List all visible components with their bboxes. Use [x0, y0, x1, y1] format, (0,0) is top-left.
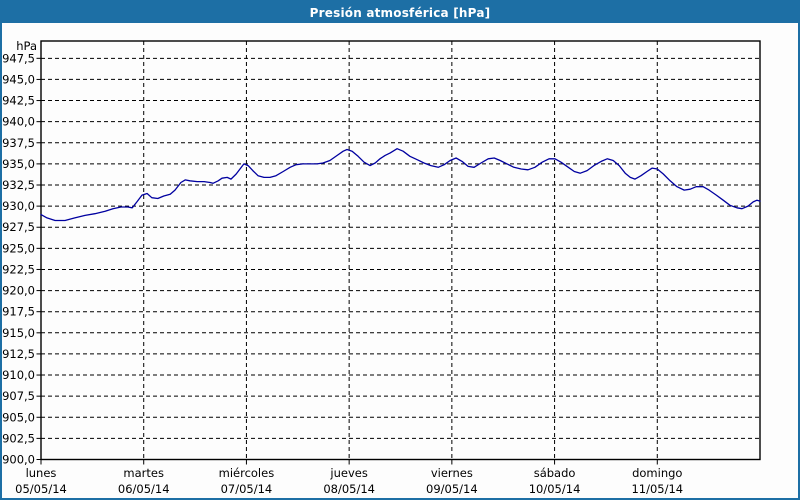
y-axis-tick-label: 920,0: [2, 284, 35, 298]
x-axis-day-label: sábado: [534, 466, 576, 480]
x-axis-date-label: 11/05/14: [631, 482, 683, 496]
y-axis-tick-label: 902,5: [2, 431, 35, 445]
x-axis-date-label: 07/05/14: [221, 482, 273, 496]
pressure-chart: 947,5 945,0 942,5 940,0 937,5 935,0 932,5 930,0…: [2, 39, 761, 496]
y-axis-tick-label: 925,0: [2, 241, 35, 255]
x-axis-day-label: jueves: [329, 466, 367, 480]
chart-area: 947,5 945,0 942,5 940,0 937,5 935,0 932,5 930,0…: [2, 23, 798, 498]
x-axis-day-label: lunes: [26, 466, 57, 480]
window-title-bar: Presión atmosférica [hPa]: [2, 2, 798, 23]
plot-frame: [40, 40, 761, 461]
x-axis-day-label: miércoles: [219, 466, 275, 480]
y-axis-tick-label: 912,5: [2, 347, 35, 361]
x-axis-date-label: 08/05/14: [323, 482, 375, 496]
y-axis-tick-label: 922,5: [2, 262, 35, 276]
x-axis-day-label: martes: [123, 466, 164, 480]
y-axis-unit-label: hPa: [16, 39, 37, 53]
x-axis-date-label: 10/05/14: [529, 482, 581, 496]
y-axis-tick-label: 915,0: [2, 326, 35, 340]
x-axis-day-label: viernes: [431, 466, 473, 480]
y-axis-tick-label: 905,0: [2, 410, 35, 424]
x-axis-date-label: 06/05/14: [118, 482, 170, 496]
x-axis-date-label: 09/05/14: [426, 482, 478, 496]
y-axis-tick-label: 937,5: [2, 136, 35, 150]
pressure-series-line: [40, 148, 761, 222]
y-axis-tick-label: 907,5: [2, 389, 35, 403]
y-axis-tick-label: 942,5: [2, 94, 35, 108]
y-axis-tick-label: 910,0: [2, 368, 35, 382]
x-axis-date-label: 05/05/14: [15, 482, 67, 496]
y-axis-tick-label: 900,0: [2, 453, 35, 467]
y-axis-tick-label: 917,5: [2, 305, 35, 319]
window-title: Presión atmosférica [hPa]: [309, 5, 491, 20]
y-axis-tick-label: 932,5: [2, 178, 35, 192]
x-axis-day-label: domingo: [632, 466, 682, 480]
y-axis-tick-label: 930,0: [2, 199, 35, 213]
y-axis-tick-label: 935,0: [2, 157, 35, 171]
y-axis-tick-label: 927,5: [2, 220, 35, 234]
y-axis-tick-label: 940,0: [2, 115, 35, 129]
y-axis-tick-label: 945,0: [2, 72, 35, 86]
y-axis-tick-label: 947,5: [2, 51, 35, 65]
